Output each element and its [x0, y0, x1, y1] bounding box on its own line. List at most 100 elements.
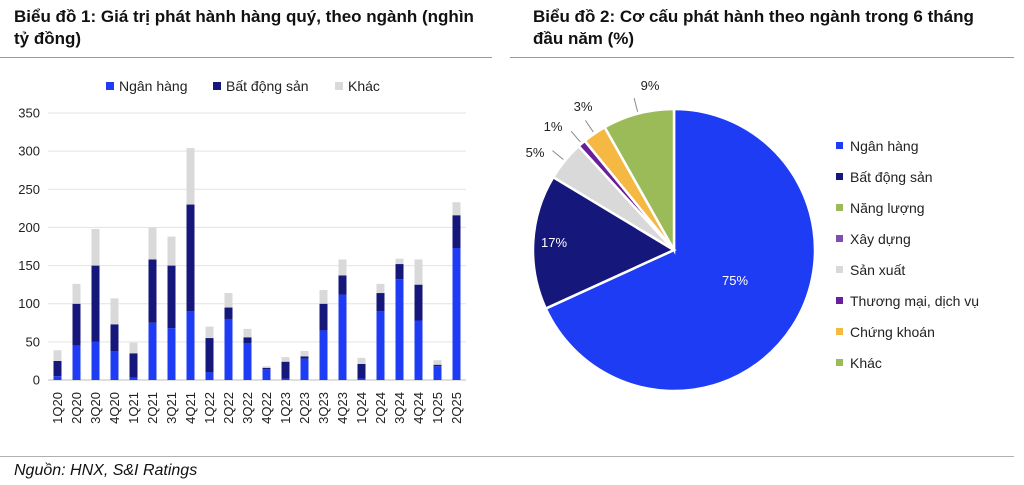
source-note: Nguồn: HNX, S&I Ratings	[14, 462, 198, 479]
pie-slice	[576, 139, 675, 251]
bar-segment	[205, 326, 214, 339]
x-tick-label: 4Q23	[335, 392, 350, 424]
x-tick-label: 2Q21	[145, 392, 160, 424]
x-tick-label: 2Q23	[297, 392, 312, 424]
pie-slice	[582, 125, 676, 251]
slice-label: 75%	[722, 273, 748, 288]
bar-segment	[148, 227, 157, 260]
x-tick-label: 1Q22	[202, 392, 217, 424]
bar-segment	[91, 341, 100, 380]
bar-segment	[262, 369, 271, 380]
bar-segment	[72, 283, 81, 304]
legend-label: Bất động sản	[850, 169, 933, 185]
bar-segment	[414, 259, 423, 285]
bar-segment	[414, 320, 423, 380]
bar-segment	[91, 228, 100, 266]
legend-label: Năng lượng	[850, 200, 925, 216]
bar-segment	[338, 294, 347, 380]
x-tick-label: 3Q23	[316, 392, 331, 424]
pie-slice	[602, 107, 676, 255]
legend-label: Thương mại, dịch vụ	[850, 293, 979, 309]
bar-segment	[357, 357, 366, 364]
x-tick-label: 1Q24	[354, 392, 369, 424]
bar-segment	[300, 351, 309, 357]
bar-segment	[243, 343, 252, 380]
bar-segment	[262, 367, 271, 370]
footer-divider	[0, 456, 1014, 457]
legend-label: Ngân hàng	[119, 78, 188, 94]
legend-swatch	[836, 266, 843, 273]
x-tick-label: 2Q25	[449, 392, 464, 424]
legend-label: Chứng khoán	[850, 324, 935, 340]
chart2-title: Biểu đồ 2: Cơ cấu phát hành theo ngành t…	[533, 7, 974, 48]
x-tick-label: 3Q24	[392, 392, 407, 424]
y-tick-label: 300	[18, 144, 40, 159]
title-divider-left	[0, 57, 492, 58]
bar-segment	[452, 215, 461, 249]
legend-label: Bất động sản	[226, 78, 309, 94]
bar-segment	[300, 358, 309, 380]
y-tick-label: 150	[18, 258, 40, 273]
x-tick-label: 3Q22	[240, 392, 255, 424]
bar-segment	[186, 311, 195, 380]
pie-slice	[551, 144, 675, 252]
bar-segment	[148, 259, 157, 323]
y-tick-label: 0	[33, 373, 40, 388]
bar-segment	[357, 363, 366, 379]
bar-segment	[376, 283, 385, 294]
x-tick-label: 1Q20	[50, 392, 65, 424]
bar-segment	[281, 357, 290, 362]
pie-slice	[531, 175, 677, 311]
slice-label: 9%	[641, 78, 660, 93]
bar-segment	[395, 279, 404, 380]
bar-segment	[376, 293, 385, 312]
bar-segment	[243, 328, 252, 338]
bar-segment	[53, 376, 62, 380]
x-tick-label: 2Q24	[373, 392, 388, 424]
legend-label: Sản xuất	[850, 262, 905, 278]
x-tick-label: 4Q24	[411, 392, 426, 424]
x-tick-label: 1Q23	[278, 392, 293, 424]
y-tick-label: 200	[18, 220, 40, 235]
bar-segment	[338, 259, 347, 276]
chart1-title: Biểu đồ 1: Giá trị phát hành hàng quý, t…	[14, 7, 474, 48]
leader-line	[552, 150, 564, 160]
bar-segment	[167, 236, 176, 266]
bar-segment	[205, 338, 214, 373]
bar-segment	[129, 353, 138, 378]
legend-label: Xây dựng	[850, 231, 911, 247]
legend-swatch	[836, 297, 843, 304]
slice-label: 1%	[544, 119, 563, 134]
bar-segment	[167, 265, 176, 329]
y-tick-label: 250	[18, 182, 40, 197]
bar-segment	[319, 289, 328, 304]
legend-swatch	[836, 328, 843, 335]
x-tick-label: 1Q25	[430, 392, 445, 424]
x-tick-label: 2Q22	[221, 392, 236, 424]
y-tick-label: 50	[26, 334, 40, 349]
bar-segment	[262, 366, 271, 368]
legend-swatch	[106, 82, 114, 90]
bar-segment	[281, 361, 290, 379]
legend-label: Khác	[850, 355, 882, 371]
bar-segment	[452, 248, 461, 380]
y-tick-label: 350	[18, 106, 40, 121]
legend-label: Khác	[348, 78, 380, 94]
bar-segment	[338, 275, 347, 295]
x-tick-label: 3Q20	[88, 392, 103, 424]
leader-line	[570, 131, 581, 143]
title-divider-right	[510, 57, 1014, 58]
bar-segment	[110, 324, 119, 352]
bar-segment	[433, 360, 442, 365]
legend-swatch	[836, 173, 843, 180]
legend-swatch	[213, 82, 221, 90]
bar-segment	[433, 366, 442, 380]
bar-segment	[224, 318, 233, 380]
bar-segment	[167, 328, 176, 380]
bar-segment	[243, 337, 252, 344]
legend-swatch	[335, 82, 343, 90]
bar-segment	[186, 204, 195, 312]
leader-line	[584, 120, 594, 133]
bar-segment	[224, 293, 233, 308]
bar-segment	[186, 148, 195, 205]
